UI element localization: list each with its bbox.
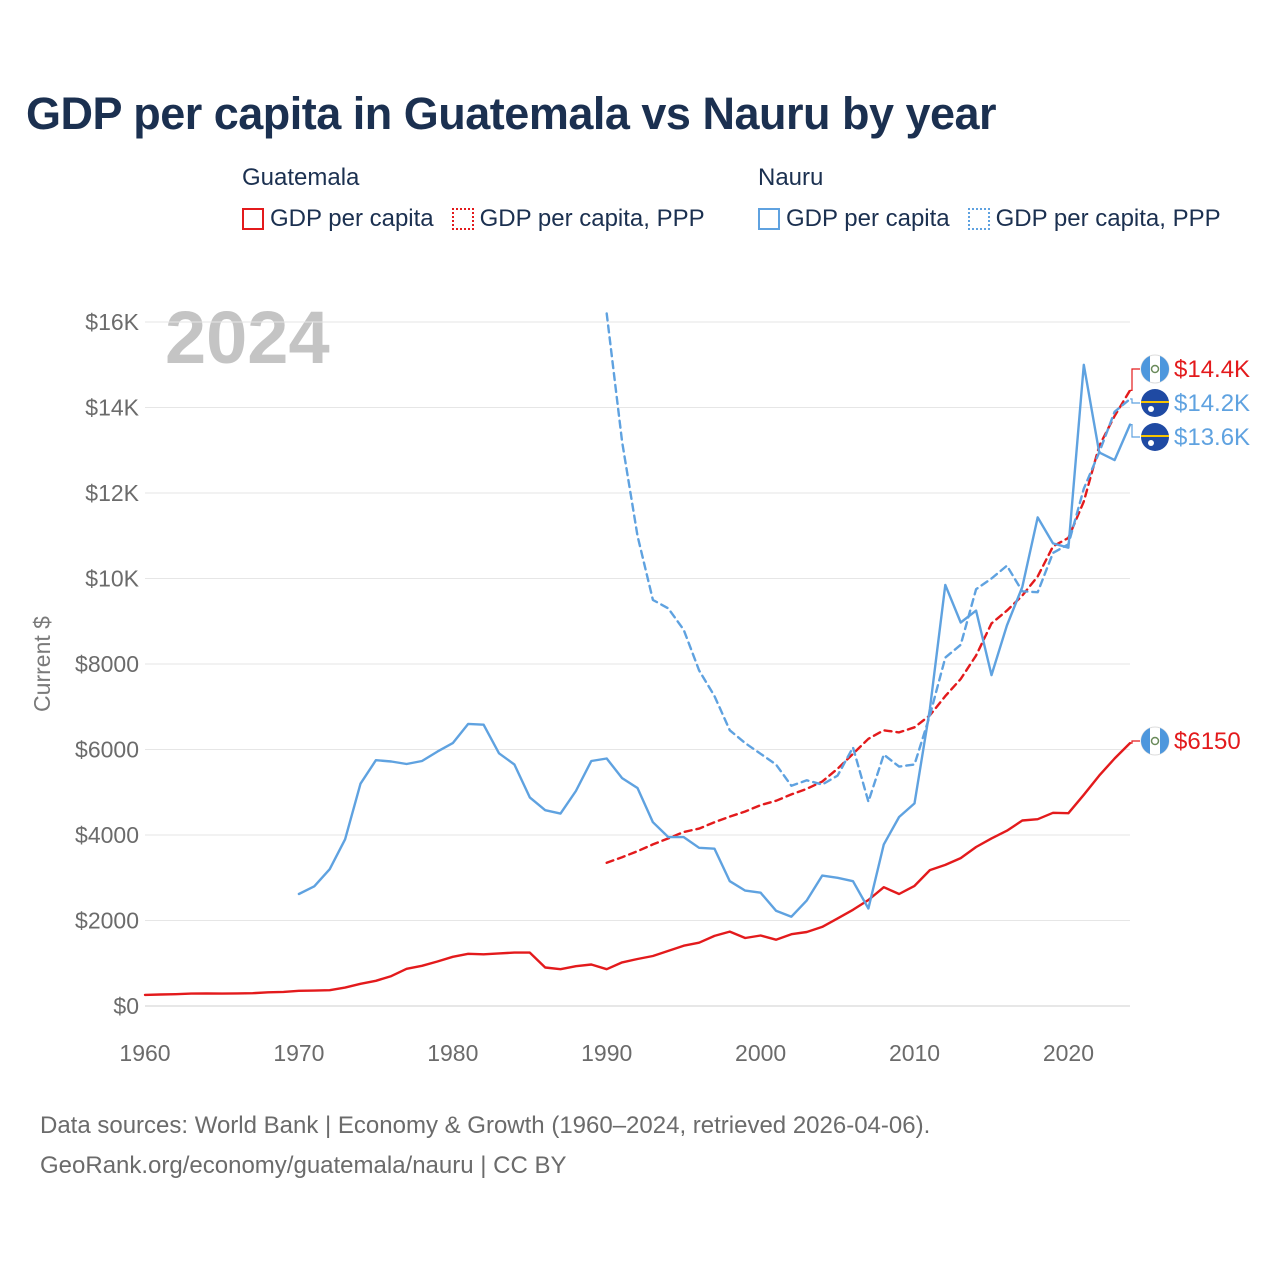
legend-swatch-solid-red xyxy=(242,208,264,230)
end-label-connector xyxy=(1130,368,1140,391)
x-tick-label: 2010 xyxy=(889,1040,940,1066)
x-tick-label: 1990 xyxy=(581,1040,632,1066)
y-tick-label: $0 xyxy=(113,993,139,1019)
x-tick-label: 1960 xyxy=(119,1040,170,1066)
x-tick-label: 2020 xyxy=(1043,1040,1094,1066)
end-label-connector xyxy=(1130,398,1140,404)
flag-emblem xyxy=(1150,364,1160,374)
series-line xyxy=(297,363,1132,918)
legend-item-label: GDP per capita xyxy=(270,205,434,232)
flag-star xyxy=(1148,406,1154,412)
legend-item-nauru-gdp[interactable]: GDP per capita xyxy=(758,204,950,234)
legend-group-name: Nauru xyxy=(758,164,824,191)
legend-swatch-dotted-red xyxy=(451,208,474,230)
year-watermark: 2024 xyxy=(165,296,330,379)
x-tick-label: 1970 xyxy=(273,1040,324,1066)
legend-swatch-dotted-blue xyxy=(967,208,990,230)
legend-item-guatemala-gdp[interactable]: GDP per capita xyxy=(242,204,434,234)
y-tick-label: $14K xyxy=(85,395,139,421)
flag-stripe xyxy=(1160,356,1169,382)
legend-swatch-solid-blue xyxy=(758,208,780,230)
y-tick-label: $16K xyxy=(85,309,139,335)
y-tick-label: $12K xyxy=(85,480,139,506)
end-value-label: $6150 xyxy=(1174,728,1241,755)
flag-stripe xyxy=(1141,356,1150,382)
x-tick-label: 1980 xyxy=(427,1040,478,1066)
series-line xyxy=(143,741,1132,997)
sources-line-2[interactable]: GeoRank.org/economy/guatemala/nauru | CC… xyxy=(40,1152,567,1179)
end-label-connector xyxy=(1130,424,1140,438)
y-tick-label: $6000 xyxy=(75,737,139,763)
y-axis-label: Current $ xyxy=(29,616,55,712)
legend-item-label: GDP per capita xyxy=(786,205,950,232)
y-tick-label: $10K xyxy=(85,566,139,592)
legend-item-label: GDP per capita, PPP xyxy=(479,205,705,232)
end-value-label: $13.6K xyxy=(1174,424,1250,451)
data-sources: Data sources: World Bank | Economy & Gro… xyxy=(40,1106,930,1186)
end-value-label: $14.2K xyxy=(1174,390,1250,417)
y-tick-label: $2000 xyxy=(75,908,139,934)
legend-group-guatemala: Guatemala GDP per capita GDP per capita,… xyxy=(242,162,705,234)
legend-item-guatemala-ppp[interactable]: GDP per capita, PPP xyxy=(451,204,705,234)
series-line xyxy=(605,312,1132,803)
flag-stripe xyxy=(1160,728,1169,754)
flag-emblem xyxy=(1150,736,1160,746)
legend-group-name: Guatemala xyxy=(242,164,360,191)
legend-group-nauru: Nauru GDP per capita GDP per capita, PPP xyxy=(758,162,1221,234)
flag-star xyxy=(1148,440,1154,446)
end-value-label: $14.4K xyxy=(1174,356,1250,383)
legend-item-nauru-ppp[interactable]: GDP per capita, PPP xyxy=(967,204,1221,234)
x-tick-label: 2000 xyxy=(735,1040,786,1066)
sources-line-1: Data sources: World Bank | Economy & Gro… xyxy=(40,1112,931,1139)
legend-item-label: GDP per capita, PPP xyxy=(995,205,1221,232)
chart-title: GDP per capita in Guatemala vs Nauru by … xyxy=(26,88,997,139)
y-tick-label: $4000 xyxy=(75,822,139,848)
flag-stripe xyxy=(1141,728,1150,754)
series-line xyxy=(605,389,1132,864)
y-tick-label: $8000 xyxy=(75,651,139,677)
end-label-connector xyxy=(1130,740,1140,744)
